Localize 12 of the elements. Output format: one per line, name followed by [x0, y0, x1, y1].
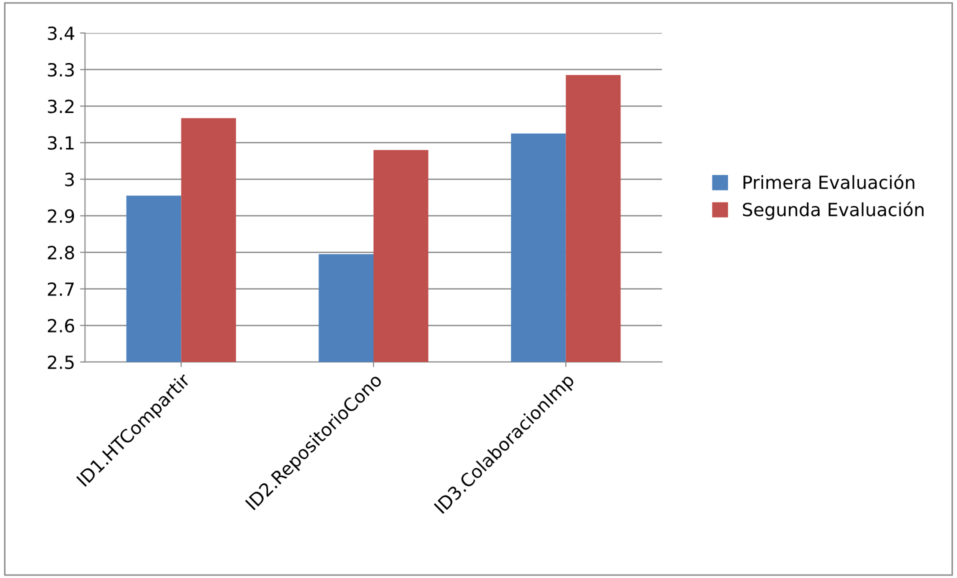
y-tick-label: 2.9	[48, 209, 74, 223]
y-tick-label: 3	[65, 172, 74, 186]
y-tick-label: 3.2	[48, 100, 74, 114]
y-tick-label: 2.7	[48, 282, 74, 296]
legend-label: Segunda Evaluación	[742, 202, 924, 220]
legend-label: Primera Evaluación	[744, 174, 914, 190]
y-tick-label: 2.5	[48, 355, 74, 370]
y-tick-label: 2.6	[48, 318, 74, 333]
y-tick-label: 3.3	[48, 63, 74, 77]
y-tick-label: 3.4	[48, 26, 74, 40]
y-tick-label: 3.1	[48, 136, 74, 150]
y-tick-label: 2.8	[48, 246, 74, 260]
